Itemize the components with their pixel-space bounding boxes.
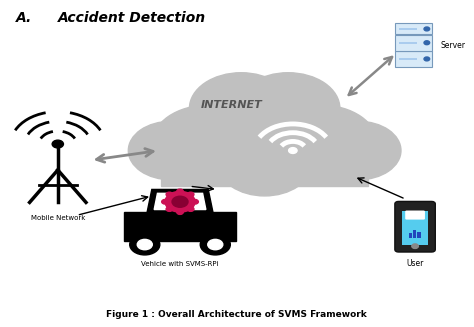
- Bar: [413, 230, 417, 238]
- Polygon shape: [147, 189, 213, 212]
- Bar: [418, 232, 421, 238]
- FancyBboxPatch shape: [395, 24, 432, 34]
- Text: Vehicle with SVMS-RPi: Vehicle with SVMS-RPi: [141, 261, 219, 267]
- Circle shape: [200, 234, 230, 255]
- Text: Server: Server: [441, 41, 466, 50]
- Circle shape: [289, 147, 297, 153]
- Circle shape: [190, 79, 340, 183]
- Circle shape: [177, 210, 183, 215]
- FancyBboxPatch shape: [395, 201, 435, 252]
- Circle shape: [52, 140, 64, 148]
- Circle shape: [128, 121, 213, 180]
- Circle shape: [166, 192, 173, 197]
- Circle shape: [137, 239, 152, 250]
- Text: Figure 1 : Overall Architecture of SVMS Framework: Figure 1 : Overall Architecture of SVMS …: [106, 310, 367, 319]
- Circle shape: [192, 199, 198, 204]
- Circle shape: [412, 244, 419, 249]
- Polygon shape: [124, 212, 237, 241]
- Circle shape: [208, 239, 223, 250]
- Circle shape: [264, 105, 377, 183]
- Polygon shape: [154, 193, 206, 210]
- Text: INTERNET: INTERNET: [201, 100, 263, 110]
- FancyBboxPatch shape: [399, 58, 418, 60]
- FancyBboxPatch shape: [395, 35, 432, 51]
- Text: Accident Detection: Accident Detection: [58, 11, 206, 25]
- Circle shape: [177, 189, 183, 194]
- Circle shape: [162, 199, 168, 204]
- Circle shape: [166, 207, 173, 211]
- Circle shape: [172, 196, 188, 207]
- Circle shape: [424, 27, 429, 31]
- Circle shape: [187, 192, 194, 197]
- Circle shape: [152, 105, 264, 183]
- Circle shape: [424, 57, 429, 61]
- Circle shape: [190, 73, 293, 144]
- Bar: [409, 233, 412, 238]
- Text: A.: A.: [16, 11, 32, 25]
- Circle shape: [130, 234, 160, 255]
- FancyBboxPatch shape: [402, 212, 428, 245]
- FancyBboxPatch shape: [405, 211, 425, 220]
- Text: User: User: [406, 259, 424, 268]
- Circle shape: [165, 191, 195, 212]
- Text: Mobile Network: Mobile Network: [31, 215, 85, 221]
- FancyBboxPatch shape: [161, 131, 368, 186]
- Circle shape: [218, 131, 311, 196]
- FancyBboxPatch shape: [399, 28, 418, 30]
- Circle shape: [424, 41, 429, 45]
- Circle shape: [237, 73, 340, 144]
- FancyBboxPatch shape: [399, 42, 418, 44]
- Circle shape: [316, 121, 401, 180]
- FancyBboxPatch shape: [395, 51, 432, 67]
- Circle shape: [187, 207, 194, 211]
